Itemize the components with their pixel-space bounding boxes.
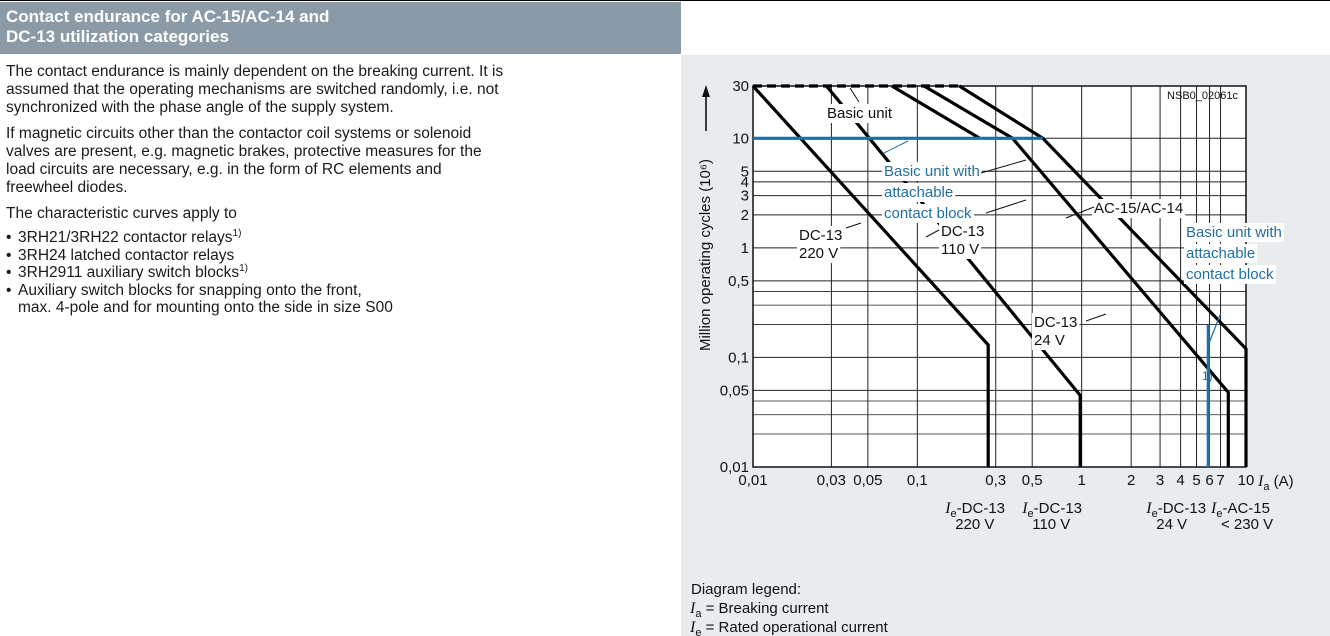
annotation-ac15-bg (1092, 199, 1186, 218)
annotation-leader (845, 222, 862, 229)
annotation-basic-unit-bg (825, 104, 895, 123)
annotation-basic-unit-contact-block-2: attachable (1186, 245, 1255, 262)
y-axis-label: Million operating cycles (10⁶) (697, 159, 714, 351)
annotation-basic-unit-contact-block-2-bg (1184, 223, 1284, 242)
body-text: The contact endurance is mainly dependen… (6, 63, 676, 317)
annotation-basic-unit-contact-block-2-bg (1184, 244, 1258, 263)
annotation-basic-unit-contact-block-2: Basic unit with (1186, 224, 1282, 241)
x-tick-label: 0,3 (985, 472, 1006, 489)
y-tick-label: 30 (732, 78, 749, 95)
bullet-item: 3RH21/3RH22 contactor relays1) (6, 229, 676, 247)
annotation-dc13-110v: DC-13 (941, 223, 984, 240)
annotation-leader (1085, 313, 1107, 322)
x-tick-label: 4 (1176, 472, 1184, 489)
x-tick-label: 0,05 (853, 472, 882, 489)
top-rule (0, 0, 1330, 1)
annotation-leader (1207, 313, 1222, 346)
x-tick-label: 3 (1156, 472, 1164, 489)
paragraph-3: The characteristic curves apply to (6, 205, 237, 222)
operating-cycles-chart: 0,01 0,03 0,05 0,1 0,3 0,5 1 2 3 4 5 6 7 103010543210… (689, 78, 1294, 636)
y-axis-arrow-head (702, 85, 710, 97)
y-tick-label: 0,05 (720, 382, 749, 399)
x-tick-label: 10 (1238, 472, 1255, 489)
annotation-dc13-24v: 24 V (1034, 332, 1065, 349)
annotation-dc13-220v-bg (797, 226, 845, 245)
bullet-item: 3RH24 latched contactor relays (6, 247, 676, 265)
x-tick-label: 6 (1205, 472, 1213, 489)
y-tick-label: 1 (741, 240, 749, 257)
series-line (958, 84, 1248, 467)
x-tick-label: 7 (1216, 472, 1224, 489)
x-tick-label: 0,1 (907, 472, 928, 489)
current-label: Ie-DC-13 (944, 500, 1005, 520)
bullet-item: 3RH2911 auxiliary switch blocks1) (6, 264, 676, 282)
paragraph-1: The contact endurance is mainly dependen… (6, 63, 504, 116)
current-label: Ie-AC-15 (1210, 500, 1270, 520)
y-tick-label: 10 (732, 130, 749, 147)
paragraph-2: If magnetic circuits other than the cont… (6, 125, 482, 196)
x-axis-unit: Ia (A) (1257, 473, 1294, 493)
annotation-leader (849, 87, 860, 103)
x-tick-label: 1 (1077, 472, 1085, 489)
annotation-basic-unit-contact-block-2-bg (1184, 265, 1277, 284)
annotation-footnote-1: 1) (1202, 369, 1213, 383)
annotation-dc13-24v: DC-13 (1034, 314, 1077, 331)
annotation-dc13-220v: DC-13 (799, 227, 842, 244)
annotation-leader (985, 199, 1027, 214)
legend-item: Ie = Rated operational current (689, 619, 889, 636)
annotation-basic-unit-contact-block-2: contact block (1186, 266, 1274, 283)
y-tick-label: 4 (741, 174, 749, 191)
y-tick-label: 0,01 (720, 459, 749, 476)
y-tick-label: 0,1 (728, 349, 749, 366)
y-tick-label: 5 (741, 163, 749, 180)
x-tick-label: 0,01 (738, 472, 767, 489)
x-tick-label: 5 (1192, 472, 1200, 489)
annotation-basic-unit-contact-block-bg (882, 162, 982, 181)
current-label-voltage: 24 V (1156, 516, 1187, 533)
section-title: Contact endurance for AC-15/AC-14 and DC… (6, 7, 330, 46)
legend-item: Ia = Breaking current (689, 600, 829, 620)
y-tick-label: 0,5 (728, 273, 749, 290)
annotation-dc13-220v-bg (797, 244, 841, 263)
section-header: Contact endurance for AC-15/AC-14 and DC… (0, 2, 681, 54)
current-label: Ie-DC-13 (1021, 500, 1082, 520)
current-label-voltage: 110 V (1032, 516, 1070, 533)
bullet-item: Auxiliary switch blocks for snapping ont… (6, 282, 676, 317)
annotation-dc13-110v: 110 V (941, 241, 979, 258)
annotation-dc13-110v-bg (939, 222, 987, 241)
annotation-leader (1065, 206, 1095, 219)
annotation-basic-unit-contact-block: Basic unit with (884, 163, 980, 180)
plot-area (753, 86, 1246, 467)
annotation-basic-unit-contact-block-bg (882, 204, 975, 223)
annotation-basic-unit-contact-block-bg (882, 183, 956, 202)
annotation-basic-unit-contact-block: attachable (884, 184, 953, 201)
annotation-basic-unit: Basic unit (827, 105, 893, 122)
figure-id: NSB0_02061c (1167, 90, 1238, 102)
annotation-dc13-220v: 220 V (799, 245, 838, 262)
y-tick-label: 2 (741, 207, 749, 224)
annotation-ac15: AC-15/AC-14 (1094, 200, 1183, 217)
annotation-dc13-24v-bg (1032, 331, 1067, 350)
current-label-voltage: 220 V (955, 516, 994, 533)
legend-title: Diagram legend: (691, 581, 801, 598)
current-label-voltage: < 230 V (1221, 516, 1273, 533)
series-line (751, 84, 990, 467)
series-line (891, 84, 981, 140)
annotation-leader (925, 229, 940, 238)
bullet-list: 3RH21/3RH22 contactor relays1) 3RH24 lat… (6, 229, 676, 317)
series-line (923, 84, 1230, 467)
x-tick-label: 2 (1127, 472, 1135, 489)
y-tick-label: 3 (741, 188, 749, 205)
x-tick-label: 0,5 (1022, 472, 1043, 489)
current-label: Ie-DC-13 (1145, 500, 1206, 520)
annotation-dc13-110v-bg (939, 240, 982, 259)
annotation-leader (980, 159, 1027, 174)
annotation-dc13-24v-bg (1032, 313, 1080, 332)
annotation-basic-unit-contact-block: contact block (884, 205, 972, 222)
x-tick-label: 0,03 (817, 472, 846, 489)
annotation-leader (883, 140, 909, 154)
